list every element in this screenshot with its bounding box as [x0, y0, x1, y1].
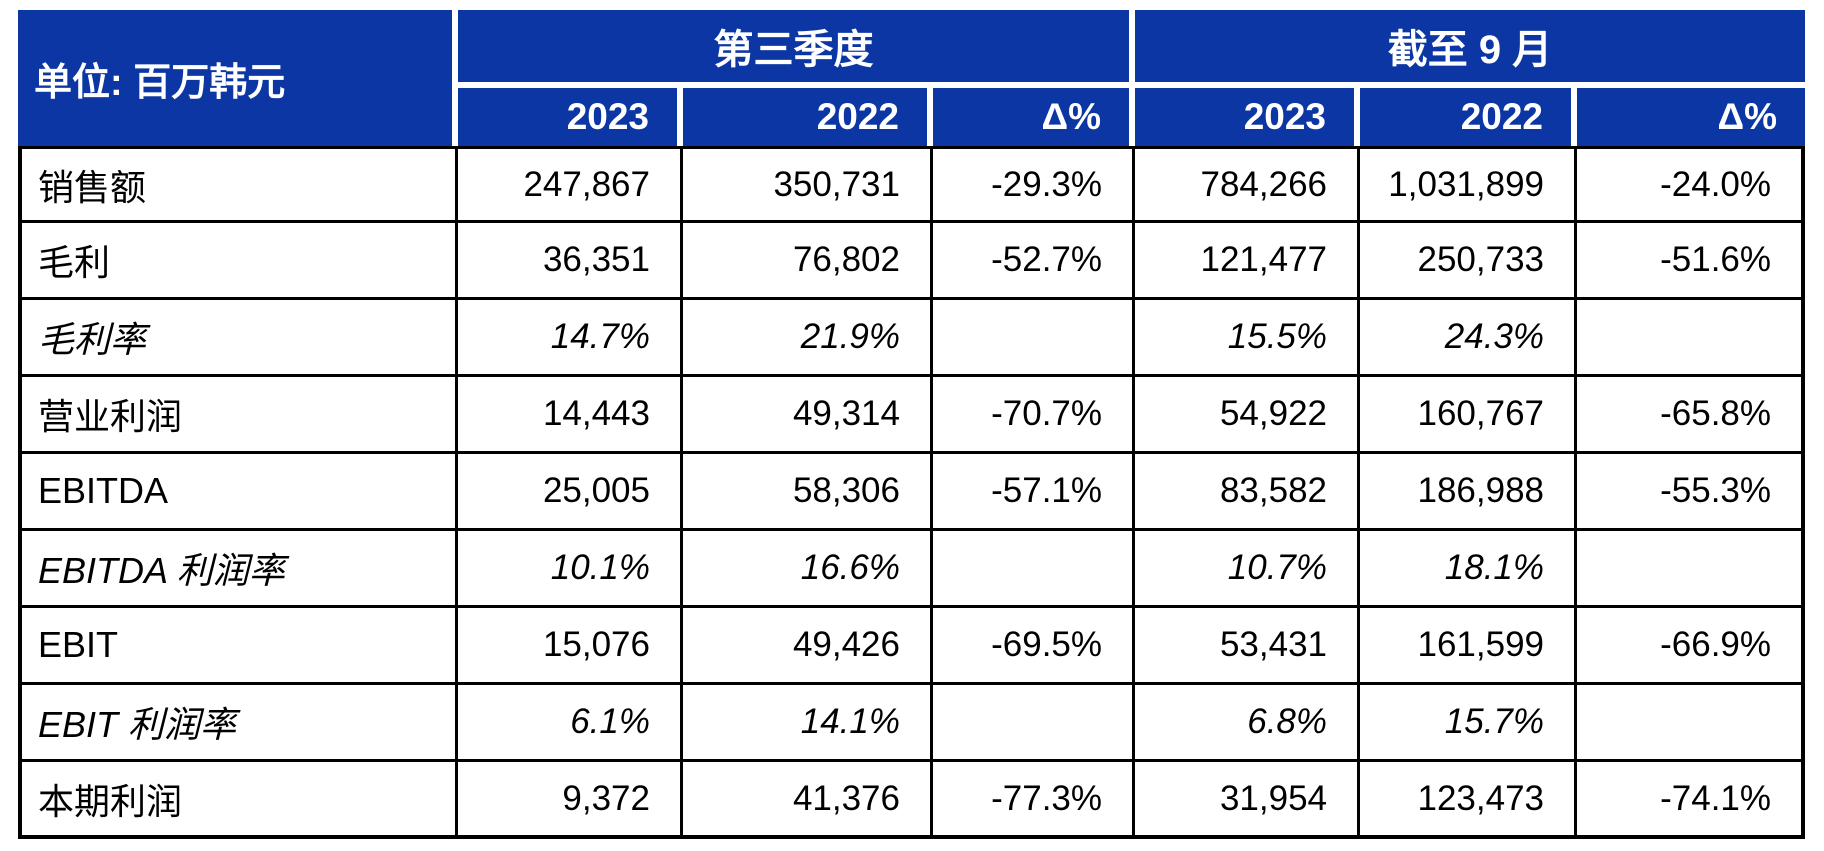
value-q3-2023: 25,005 — [458, 454, 683, 531]
column-header-q3-delta-percent: Δ% — [933, 88, 1136, 146]
value-q3-2023: 9,372 — [458, 762, 683, 839]
value-ytd-delta — [1577, 531, 1806, 608]
value-q3-delta: -70.7% — [933, 377, 1136, 454]
value-q3-2022: 14.1% — [683, 685, 933, 762]
value-q3-delta — [933, 531, 1136, 608]
column-header-q3-2022: 2022 — [683, 88, 933, 146]
value-ytd-2023: 31,954 — [1135, 762, 1361, 839]
table-row-ebitda: EBITDA 25,005 58,306 -57.1% 83,582 186,9… — [18, 454, 1806, 531]
value-q3-delta: -52.7% — [933, 223, 1136, 300]
value-ytd-2023: 10.7% — [1135, 531, 1361, 608]
value-ytd-2022: 123,473 — [1360, 762, 1578, 839]
column-header-ytd-delta-percent: Δ% — [1577, 88, 1806, 146]
table-header: 单位: 百万韩元 第三季度 截至 9 月 2023 2022 Δ% 2023 2… — [18, 10, 1806, 146]
value-ytd-2022: 15.7% — [1360, 685, 1578, 762]
value-ytd-2022: 18.1% — [1360, 531, 1578, 608]
value-ytd-delta: -55.3% — [1577, 454, 1806, 531]
column-header-ytd-2023: 2023 — [1135, 88, 1361, 146]
value-ytd-delta: -24.0% — [1577, 146, 1806, 223]
value-q3-2023: 15,076 — [458, 608, 683, 685]
table-row-gross-profit: 毛利 36,351 76,802 -52.7% 121,477 250,733 … — [18, 223, 1806, 300]
value-q3-delta — [933, 300, 1136, 377]
value-q3-2023: 36,351 — [458, 223, 683, 300]
financial-results-table: 单位: 百万韩元 第三季度 截至 9 月 2023 2022 Δ% 2023 2… — [18, 10, 1806, 839]
table-row-ebit-margin: EBIT 利润率 6.1% 14.1% 6.8% 15.7% — [18, 685, 1806, 762]
column-header-q3-2023: 2023 — [458, 88, 683, 146]
value-ytd-delta: -66.9% — [1577, 608, 1806, 685]
metric-label: 毛利率 — [18, 300, 458, 377]
table-body: 销售额 247,867 350,731 -29.3% 784,266 1,031… — [18, 146, 1806, 839]
value-ytd-2022: 250,733 — [1360, 223, 1578, 300]
value-ytd-2023: 121,477 — [1135, 223, 1361, 300]
value-q3-2022: 49,314 — [683, 377, 933, 454]
metric-label: EBITDA 利润率 — [18, 531, 458, 608]
value-ytd-2022: 24.3% — [1360, 300, 1578, 377]
value-ytd-delta — [1577, 300, 1806, 377]
metric-label: EBIT 利润率 — [18, 685, 458, 762]
value-ytd-delta — [1577, 685, 1806, 762]
value-ytd-delta: -74.1% — [1577, 762, 1806, 839]
column-header-ytd-2022: 2022 — [1360, 88, 1578, 146]
table-row-ebitda-margin: EBITDA 利润率 10.1% 16.6% 10.7% 18.1% — [18, 531, 1806, 608]
table-row-sales: 销售额 247,867 350,731 -29.3% 784,266 1,031… — [18, 146, 1806, 223]
group-header-q3: 第三季度 — [458, 10, 1136, 88]
table-row-operating-profit: 营业利润 14,443 49,314 -70.7% 54,922 160,767… — [18, 377, 1806, 454]
table-row-ebit: EBIT 15,076 49,426 -69.5% 53,431 161,599… — [18, 608, 1806, 685]
table-row-gross-margin: 毛利率 14.7% 21.9% 15.5% 24.3% — [18, 300, 1806, 377]
value-q3-delta: -77.3% — [933, 762, 1136, 839]
year-header-row: 2023 2022 Δ% 2023 2022 Δ% — [18, 88, 1806, 146]
value-q3-2023: 14,443 — [458, 377, 683, 454]
value-ytd-2023: 784,266 — [1135, 146, 1361, 223]
group-header-ytd-september: 截至 9 月 — [1135, 10, 1806, 88]
value-q3-delta: -29.3% — [933, 146, 1136, 223]
value-ytd-2023: 6.8% — [1135, 685, 1361, 762]
value-q3-2022: 21.9% — [683, 300, 933, 377]
value-ytd-2022: 161,599 — [1360, 608, 1578, 685]
value-ytd-2023: 15.5% — [1135, 300, 1361, 377]
value-q3-2022: 76,802 — [683, 223, 933, 300]
value-q3-2022: 58,306 — [683, 454, 933, 531]
value-q3-2023: 14.7% — [458, 300, 683, 377]
value-q3-2022: 41,376 — [683, 762, 933, 839]
metric-label: 销售额 — [18, 146, 458, 223]
value-q3-2022: 49,426 — [683, 608, 933, 685]
value-ytd-2023: 83,582 — [1135, 454, 1361, 531]
value-ytd-2022: 186,988 — [1360, 454, 1578, 531]
metric-label: EBITDA — [18, 454, 458, 531]
value-ytd-2023: 54,922 — [1135, 377, 1361, 454]
value-ytd-2022: 1,031,899 — [1360, 146, 1578, 223]
group-header-row: 单位: 百万韩元 第三季度 截至 9 月 — [18, 10, 1806, 146]
value-q3-2022: 350,731 — [683, 146, 933, 223]
value-q3-delta: -57.1% — [933, 454, 1136, 531]
value-q3-2023: 6.1% — [458, 685, 683, 762]
value-q3-2023: 247,867 — [458, 146, 683, 223]
value-ytd-delta: -51.6% — [1577, 223, 1806, 300]
metric-label: 本期利润 — [18, 762, 458, 839]
quarterly-results-table: 单位: 百万韩元 第三季度 截至 9 月 2023 2022 Δ% 2023 2… — [18, 10, 1806, 839]
value-ytd-delta: -65.8% — [1577, 377, 1806, 454]
metric-label: 毛利 — [18, 223, 458, 300]
unit-label: 单位: 百万韩元 — [18, 10, 458, 146]
value-ytd-2022: 160,767 — [1360, 377, 1578, 454]
table-row-net-profit: 本期利润 9,372 41,376 -77.3% 31,954 123,473 … — [18, 762, 1806, 839]
value-q3-delta: -69.5% — [933, 608, 1136, 685]
metric-label: EBIT — [18, 608, 458, 685]
metric-label: 营业利润 — [18, 377, 458, 454]
value-q3-2022: 16.6% — [683, 531, 933, 608]
value-ytd-2023: 53,431 — [1135, 608, 1361, 685]
value-q3-delta — [933, 685, 1136, 762]
value-q3-2023: 10.1% — [458, 531, 683, 608]
